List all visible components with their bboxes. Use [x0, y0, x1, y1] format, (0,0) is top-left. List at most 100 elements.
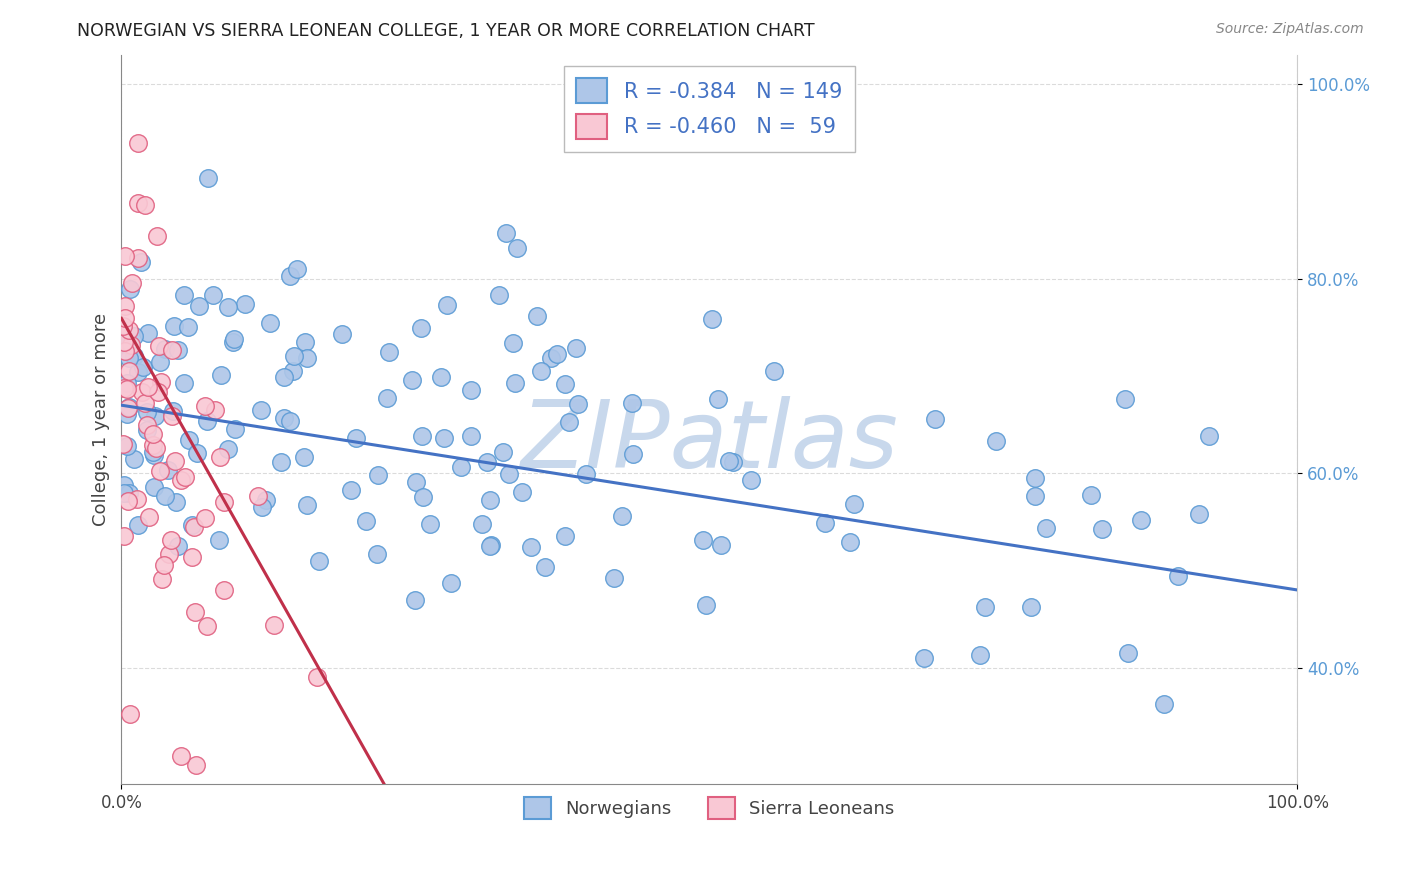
Point: [121, 276, 143, 290]
Point: [763, 364, 786, 378]
Point: [181, 550, 204, 565]
Point: [170, 749, 193, 764]
Point: [440, 576, 463, 591]
Text: NORWEGIAN VS SIERRA LEONEAN COLLEGE, 1 YEAR OR MORE CORRELATION CHART: NORWEGIAN VS SIERRA LEONEAN COLLEGE, 1 Y…: [77, 22, 815, 40]
Point: [471, 516, 494, 531]
Point: [141, 438, 163, 452]
Point: [224, 422, 246, 436]
Point: [222, 332, 245, 346]
Point: [174, 470, 197, 484]
Point: [217, 442, 239, 457]
Point: [307, 670, 329, 684]
Point: [202, 288, 225, 302]
Point: [135, 424, 157, 438]
Point: [502, 335, 524, 350]
Point: [114, 344, 136, 359]
Point: [209, 450, 232, 465]
Point: [740, 474, 762, 488]
Point: [378, 345, 401, 359]
Point: [530, 364, 553, 378]
Point: [132, 360, 155, 375]
Point: [167, 343, 190, 358]
Point: [912, 651, 935, 665]
Point: [118, 351, 141, 365]
Point: [122, 349, 145, 363]
Point: [1118, 647, 1140, 661]
Point: [340, 483, 363, 497]
Point: [183, 605, 205, 619]
Point: [146, 229, 169, 244]
Point: [1167, 568, 1189, 582]
Point: [1198, 428, 1220, 442]
Point: [479, 538, 502, 552]
Point: [233, 297, 256, 311]
Point: [117, 493, 139, 508]
Point: [554, 376, 576, 391]
Point: [295, 351, 318, 365]
Point: [127, 517, 149, 532]
Point: [142, 448, 165, 462]
Point: [153, 342, 176, 356]
Point: [127, 252, 149, 266]
Point: [118, 322, 141, 336]
Point: [366, 547, 388, 561]
Point: [160, 343, 183, 357]
Point: [344, 431, 367, 445]
Point: [127, 491, 149, 506]
Point: [540, 351, 562, 365]
Point: [136, 417, 159, 432]
Point: [149, 375, 172, 389]
Point: [510, 484, 533, 499]
Point: [134, 198, 156, 212]
Point: [475, 455, 498, 469]
Point: [254, 493, 277, 508]
Point: [143, 409, 166, 424]
Point: [546, 346, 568, 360]
Point: [122, 329, 145, 343]
Point: [692, 533, 714, 547]
Point: [156, 463, 179, 477]
Point: [118, 364, 141, 378]
Point: [1019, 600, 1042, 615]
Point: [411, 321, 433, 335]
Point: [273, 410, 295, 425]
Point: [117, 400, 139, 414]
Point: [519, 541, 541, 555]
Point: [842, 497, 865, 511]
Point: [136, 405, 159, 419]
Point: [117, 382, 139, 396]
Point: [283, 349, 305, 363]
Point: [610, 508, 633, 523]
Point: [603, 571, 626, 585]
Point: [924, 412, 946, 426]
Point: [157, 547, 180, 561]
Point: [503, 376, 526, 391]
Point: [292, 450, 315, 465]
Point: [112, 478, 135, 492]
Point: [1080, 488, 1102, 502]
Point: [498, 467, 520, 481]
Point: [984, 434, 1007, 449]
Point: [702, 312, 724, 326]
Point: [495, 226, 517, 240]
Point: [112, 337, 135, 351]
Point: [814, 516, 837, 530]
Point: [112, 437, 135, 451]
Point: [153, 558, 176, 572]
Point: [621, 447, 644, 461]
Point: [160, 409, 183, 423]
Point: [127, 195, 149, 210]
Point: [148, 384, 170, 399]
Text: ZIPatlas: ZIPatlas: [520, 396, 898, 487]
Point: [249, 403, 271, 417]
Point: [1114, 392, 1136, 406]
Point: [142, 427, 165, 442]
Point: [142, 444, 165, 458]
Point: [478, 539, 501, 553]
Point: [118, 282, 141, 296]
Point: [460, 383, 482, 397]
Point: [354, 515, 377, 529]
Point: [974, 600, 997, 615]
Point: [1035, 520, 1057, 534]
Point: [710, 537, 733, 551]
